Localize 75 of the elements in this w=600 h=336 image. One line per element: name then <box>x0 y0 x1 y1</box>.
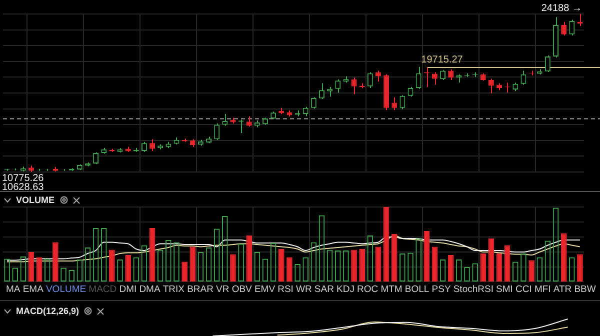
bar <box>504 245 510 282</box>
bar <box>230 254 236 282</box>
candlestick <box>432 72 438 86</box>
candlestick <box>246 116 252 128</box>
text: StochRSI <box>453 284 494 297</box>
text: 24188 → <box>541 2 582 14</box>
candlestick <box>214 122 220 140</box>
bar <box>375 246 382 282</box>
candlestick <box>327 86 333 97</box>
candlestick <box>569 19 575 36</box>
chart-title: MACD(12,26,9) <box>16 306 80 316</box>
bar <box>577 254 583 282</box>
text: MACD <box>88 284 117 297</box>
bar <box>424 231 430 282</box>
text: OBV <box>232 284 252 297</box>
bar <box>52 242 58 282</box>
bar <box>480 254 486 282</box>
text: MA <box>6 284 20 297</box>
bar <box>560 233 567 282</box>
bar <box>359 249 365 282</box>
text: RSI <box>278 284 294 297</box>
candlestick <box>416 66 422 90</box>
bar <box>246 236 252 282</box>
candlestick <box>367 72 373 88</box>
bar <box>125 255 131 282</box>
text: EMA <box>22 284 44 297</box>
candlestick <box>488 78 494 94</box>
bar <box>109 250 115 282</box>
chart-title: VOLUME <box>16 195 55 205</box>
candlestick <box>400 94 406 110</box>
bar <box>391 234 398 282</box>
text: DMA <box>139 284 160 297</box>
text: TRIX <box>162 284 185 297</box>
text: VR <box>216 284 230 297</box>
text: ROC <box>357 284 378 297</box>
bar <box>182 262 188 282</box>
candlestick <box>376 70 381 82</box>
bar <box>190 246 196 282</box>
text: BBW <box>574 284 596 297</box>
candlestick <box>150 138 156 152</box>
text: BOLL <box>404 284 430 297</box>
text: PSY <box>432 284 451 297</box>
candlestick <box>561 21 567 36</box>
text: 10775.26 <box>2 172 44 184</box>
bar <box>432 246 438 282</box>
bar <box>28 252 34 282</box>
candlestick <box>93 152 99 165</box>
bar <box>528 260 534 282</box>
text: VOLUME <box>46 284 86 297</box>
bar <box>448 255 454 282</box>
bar <box>496 254 502 282</box>
bar <box>383 207 390 282</box>
text: KDJ <box>336 284 354 297</box>
annotation: 19715.27 <box>421 54 464 66</box>
text: SAR <box>314 284 334 297</box>
candlestick <box>310 96 316 109</box>
text: BRAR <box>187 284 214 297</box>
text: MTM <box>380 284 402 297</box>
text: 10628.63 <box>2 182 44 193</box>
candlestick <box>222 114 228 126</box>
text: ATR <box>553 284 572 297</box>
text: CCI <box>516 284 532 297</box>
text: MFI <box>534 284 551 297</box>
candlestick <box>392 96 398 111</box>
text: DMI <box>119 284 137 297</box>
bar <box>488 238 494 282</box>
bar <box>278 249 284 282</box>
candlestick <box>544 55 550 72</box>
text: WR <box>296 284 312 297</box>
bar <box>351 250 357 282</box>
bar <box>149 228 156 282</box>
text: SMI <box>496 284 513 297</box>
text: EMV <box>254 284 276 297</box>
bar <box>36 257 42 282</box>
bar <box>286 257 292 282</box>
